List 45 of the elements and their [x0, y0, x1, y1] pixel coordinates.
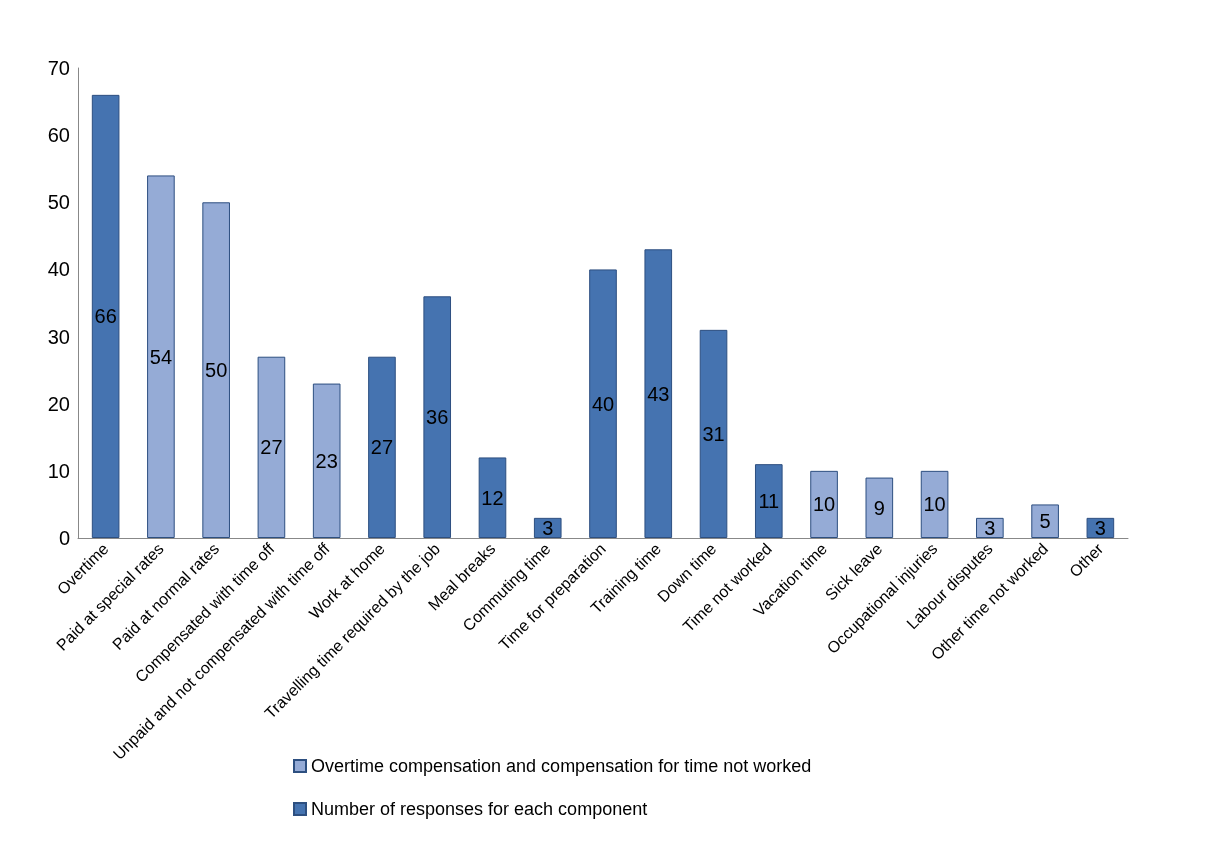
data-label: 27: [370, 436, 394, 459]
data-label: 54: [149, 345, 173, 368]
bar: [257, 356, 286, 538]
bar: [423, 296, 452, 538]
y-tick-label: 50: [47, 191, 70, 214]
bar: [644, 249, 673, 538]
data-label: 11: [758, 490, 780, 513]
bar: [368, 356, 396, 538]
y-tick-label: 40: [47, 258, 70, 281]
bar: [1031, 504, 1059, 538]
data-label: 23: [315, 449, 338, 472]
bar: [147, 175, 175, 538]
y-tick-label: 20: [47, 392, 70, 415]
bar: [312, 383, 341, 538]
bar: [865, 477, 894, 538]
data-label: 9: [873, 496, 885, 519]
bar: [589, 269, 617, 538]
data-label: 10: [812, 493, 836, 516]
y-tick-label: 60: [47, 124, 70, 147]
bar: [810, 470, 838, 538]
data-label: 3: [542, 516, 554, 539]
bar: [91, 94, 120, 538]
bar: [202, 202, 230, 538]
y-tick-label: 30: [47, 325, 70, 348]
data-label: 5: [1039, 510, 1051, 533]
bar: [478, 457, 507, 538]
data-label: 27: [260, 436, 283, 459]
y-tick-label: 0: [58, 527, 70, 549]
data-label: 3: [1094, 516, 1106, 539]
data-label: 31: [702, 422, 725, 445]
legend-label: Overtime compensation and compensation for time not worked: [311, 756, 812, 776]
data-label: 36: [426, 406, 449, 429]
data-label: 43: [647, 382, 670, 405]
data-label: 3: [984, 516, 996, 539]
bar: [920, 470, 949, 538]
y-tick-label: 10: [47, 459, 70, 482]
data-label: 40: [591, 392, 615, 415]
data-label: 66: [94, 305, 117, 328]
y-tick-label: 70: [47, 57, 70, 79]
data-label: 10: [923, 493, 946, 516]
bar: [754, 464, 783, 538]
data-label: 50: [205, 359, 228, 382]
legend-label: Number of responses for each component: [311, 799, 648, 819]
bar: [699, 329, 728, 538]
data-label: 12: [481, 486, 504, 509]
